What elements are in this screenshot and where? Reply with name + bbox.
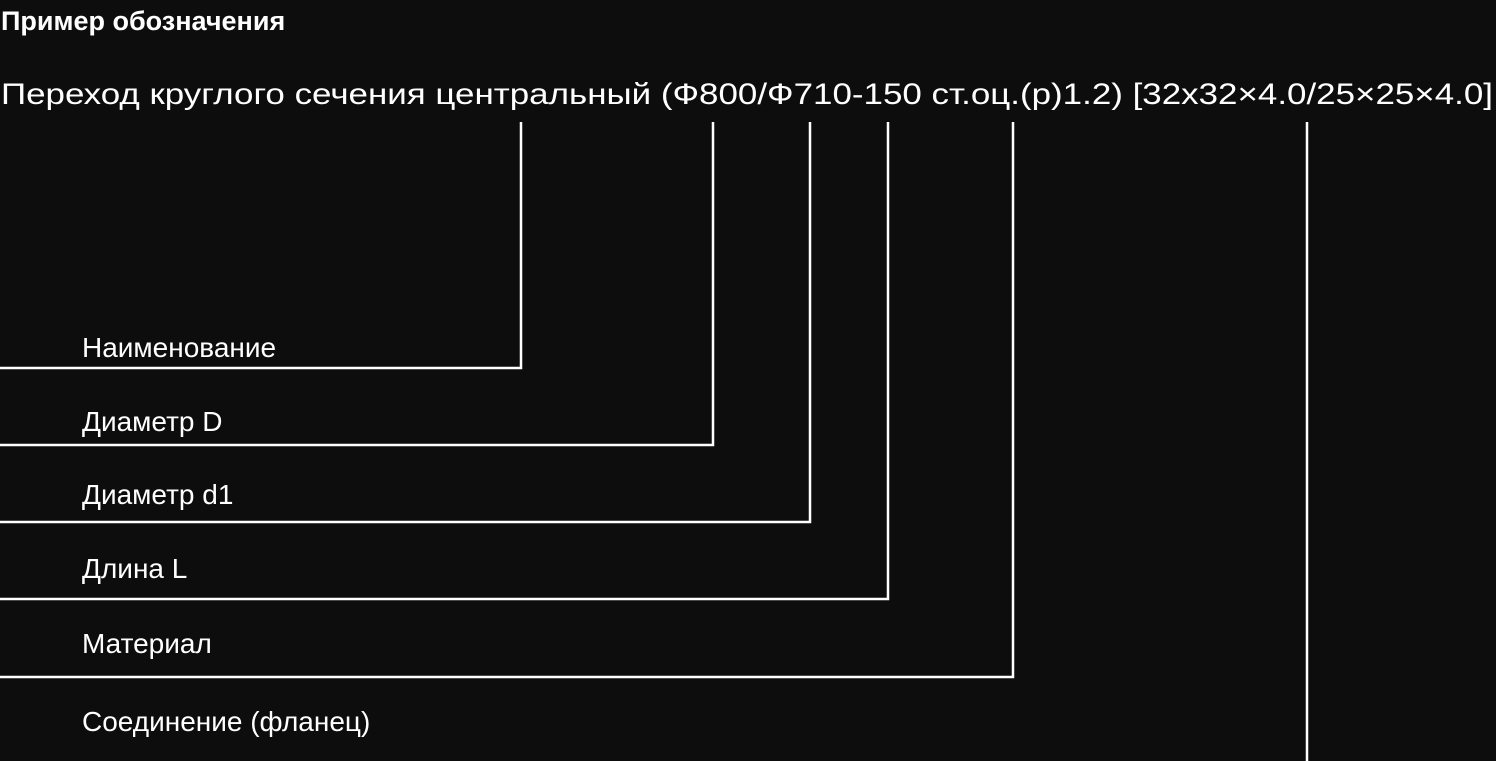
- label-connection: Соединение (фланец): [82, 706, 370, 737]
- leader-line-diameter-d: [0, 122, 715, 447]
- label-diameter-d: Диаметр D: [82, 406, 222, 437]
- leader-line-length: [0, 122, 890, 601]
- diagram-title: Пример обозначения: [1, 6, 285, 36]
- designation-string: Переход круглого сечения центральный (Ф8…: [1, 78, 1493, 111]
- leader-line-name: [0, 122, 523, 370]
- leader-line-material: [0, 122, 1015, 679]
- label-name: Наименование: [82, 332, 276, 363]
- label-diameter-d1: Диаметр d1: [82, 479, 233, 510]
- leader-line-diameter-d1: [0, 122, 812, 524]
- label-material: Материал: [82, 628, 212, 659]
- label-length: Длина L: [82, 553, 187, 584]
